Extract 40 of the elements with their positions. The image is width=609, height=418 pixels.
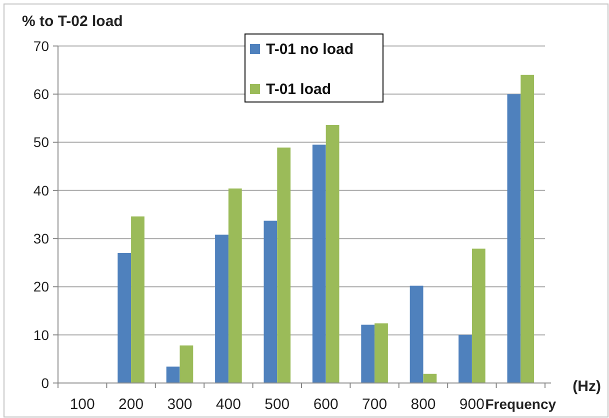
y-tick-label: 40 (33, 182, 50, 198)
bar (361, 324, 375, 383)
legend-label: T-01 load (266, 81, 332, 98)
y-tick-label: 30 (33, 230, 50, 246)
y-tick-label: 60 (33, 86, 50, 102)
bar (458, 334, 472, 383)
x-tick-label: 500 (264, 396, 290, 413)
bar (423, 374, 437, 383)
bar (507, 94, 521, 383)
x-tick-label: 200 (118, 396, 144, 413)
bar (326, 124, 340, 383)
y-tick-label: 20 (33, 278, 50, 295)
x-tick-label: 600 (313, 396, 338, 413)
x-tick-label: 800 (410, 396, 436, 413)
bar (264, 220, 278, 383)
y-axis-title: % to T-02 load (22, 13, 123, 30)
x-tick-label: 400 (216, 396, 241, 413)
bar (215, 234, 228, 383)
bar (277, 148, 291, 383)
x-tick-label: 700 (362, 396, 388, 413)
y-tick-label: 50 (33, 134, 50, 150)
bar (131, 216, 144, 383)
x-tick-label: 100 (70, 396, 95, 413)
bar (410, 286, 424, 383)
x-tick-label: 300 (167, 396, 192, 413)
bar (520, 74, 534, 383)
y-tick-label: 0 (41, 374, 50, 391)
y-tick-label: 70 (33, 38, 50, 54)
x-axis-title: (Hz) (572, 378, 601, 395)
bar (118, 253, 132, 383)
x-tick-label: 900 (459, 396, 484, 413)
bar (312, 144, 326, 383)
bar (374, 323, 388, 383)
bar (228, 188, 242, 383)
bar (180, 345, 194, 383)
y-tick-label: 10 (33, 326, 50, 343)
bar (166, 366, 180, 383)
x-tick-label: Frequency (485, 396, 556, 412)
bar (472, 248, 486, 383)
legend-label: T-01 no load (266, 41, 354, 58)
